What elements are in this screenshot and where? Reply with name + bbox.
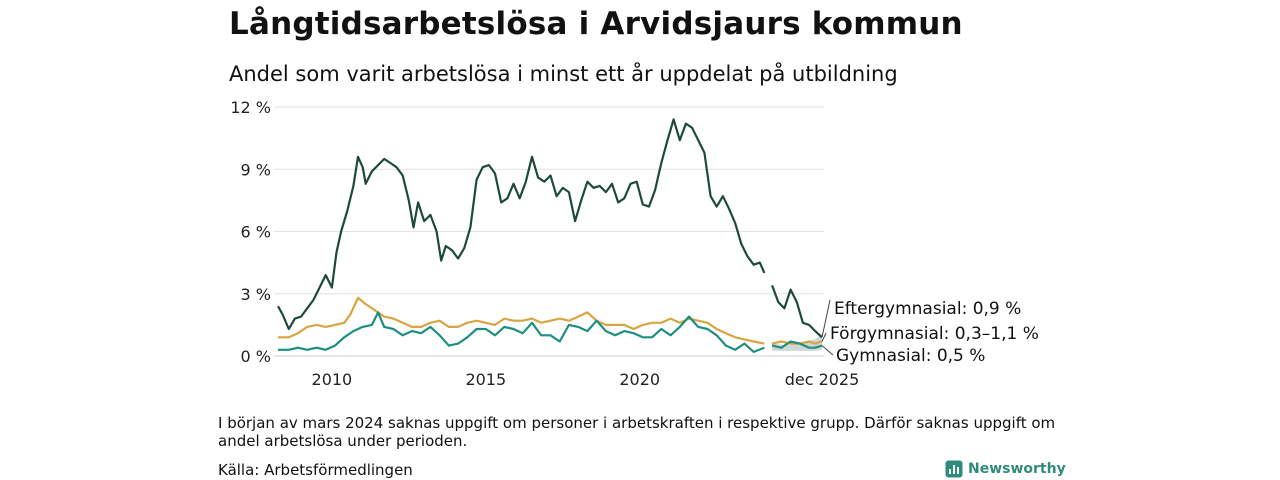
end-label-gymnasial: Gymnasial: 0,5 % [836, 346, 985, 366]
end-label-frgymnasial: Förgymnasial: 0,3–1,1 % [830, 324, 1039, 344]
source-text: Källa: Arbetsförmedlingen [218, 461, 413, 479]
y-axis: 0 % 3 % 6 % 9 % 12 % [230, 98, 271, 366]
footnote: I början av mars 2024 saknas uppgift om … [218, 414, 1056, 450]
series-lines [277, 118, 823, 353]
x-tick-label: 2010 [312, 370, 353, 389]
series-end-labels: Eftergymnasial: 0,9 % Förgymnasial: 0,3–1… [821, 299, 1039, 366]
bar-chart-logo-icon [945, 460, 963, 478]
y-tick-label: 0 % [241, 347, 271, 366]
connector-frgymnasial [821, 332, 827, 342]
y-tick-label: 3 % [241, 285, 271, 304]
chart-subtitle: Andel som varit arbetslösa i minst ett å… [229, 62, 898, 86]
brand-logo[interactable]: Newsworthy [945, 459, 1066, 479]
y-tick-label: 9 % [241, 160, 271, 179]
brand-name: Newsworthy [968, 461, 1066, 477]
end-label-eftergymnasial: Eftergymnasial: 0,9 % [834, 299, 1021, 319]
x-tick-label: dec 2025 [785, 370, 860, 389]
connector-eftergymnasial [821, 299, 831, 338]
x-tick-label: 2020 [619, 370, 660, 389]
line-chart: 0 % 3 % 6 % 9 % 12 % 2010 2015 2020 dec 2025 Ef… [230, 98, 1039, 389]
series-line-frgymnasial [278, 296, 823, 345]
x-axis: 2010 2015 2020 dec 2025 [312, 370, 860, 389]
x-tick-label: 2015 [465, 370, 506, 389]
gridlines [274, 106, 824, 357]
y-tick-label: 12 % [230, 98, 271, 117]
y-tick-label: 6 % [241, 223, 271, 242]
connector-gymnasial [821, 345, 834, 356]
series-line-gymnasial [278, 311, 823, 353]
chart-title: Långtidsarbetslösa i Arvidsjaurs kommun [229, 6, 963, 42]
series-line-eftergymnasial [277, 118, 823, 339]
